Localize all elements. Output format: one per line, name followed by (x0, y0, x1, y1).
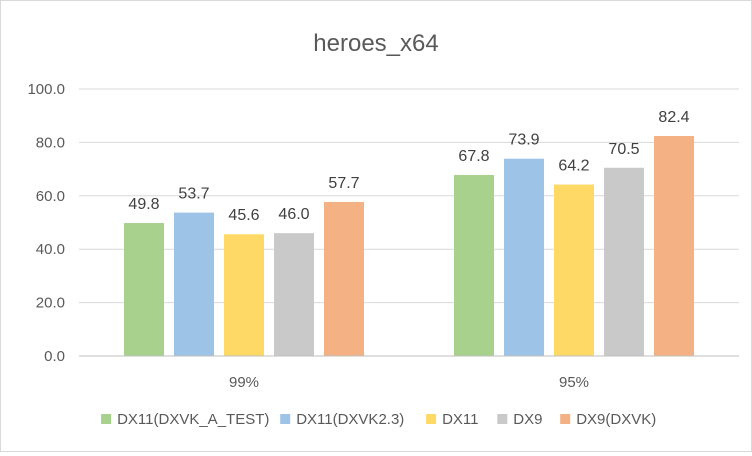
legend-item: DX11(DXVK2.3) (280, 411, 404, 428)
x-tick-label: 95% (559, 374, 589, 391)
bar (654, 135, 694, 356)
bar (554, 184, 594, 356)
data-label: 45.6 (228, 207, 259, 224)
y-tick-label: 60.0 (36, 188, 65, 205)
y-tick-label: 100.0 (27, 81, 65, 98)
legend-swatch (280, 414, 291, 424)
data-label: 67.8 (458, 148, 489, 165)
legend-swatch (560, 414, 571, 424)
bar (274, 233, 314, 356)
legend: DX11(DXVK_A_TEST) DX11(DXVK2.3) DX11 DX9 DX9… (101, 411, 656, 428)
y-tick-label: 20.0 (36, 295, 65, 312)
legend-item: DX9(DXVK) (560, 411, 656, 428)
bar (124, 223, 164, 356)
bar (324, 201, 364, 356)
y-tick-label: 40.0 (36, 241, 65, 258)
legend-label: DX11(DXVK2.3) (296, 411, 404, 428)
legend-swatch (101, 414, 112, 424)
legend-swatch (426, 414, 437, 424)
bars: 49.8 53.7 45.6 46.0 57.7 67.8 73.9 64.2 70.5 82.4 (124, 109, 694, 356)
y-axis: 0.0 20.0 40.0 60.0 80.0 100.0 (27, 81, 65, 365)
bar (504, 158, 544, 356)
bar (174, 212, 214, 356)
legend-label: DX9(DXVK) (576, 411, 656, 428)
legend-item: DX11 (426, 411, 479, 428)
data-label: 46.0 (278, 206, 309, 223)
y-tick-label: 80.0 (36, 134, 65, 151)
data-label: 57.7 (328, 175, 359, 192)
y-tick-label: 0.0 (44, 348, 65, 365)
chart-title: heroes_x64 (313, 30, 438, 57)
bar (224, 234, 264, 356)
bar (604, 167, 644, 356)
data-label: 73.9 (508, 132, 539, 149)
data-label: 53.7 (178, 186, 209, 203)
data-label: 64.2 (558, 158, 589, 175)
x-tick-label: 99% (229, 374, 259, 391)
legend-swatch (497, 414, 508, 424)
data-label: 49.8 (128, 196, 159, 213)
x-axis: 99% 95% (79, 355, 739, 391)
legend-label: DX9 (513, 411, 542, 428)
legend-label: DX11 (442, 411, 478, 428)
legend-item: DX11(DXVK_A_TEST) (101, 411, 269, 428)
data-label: 70.5 (608, 141, 639, 158)
data-label: 82.4 (658, 109, 689, 126)
legend-label: DX11(DXVK_A_TEST) (117, 411, 269, 428)
legend-item: DX9 (497, 411, 542, 428)
bar (454, 174, 494, 356)
